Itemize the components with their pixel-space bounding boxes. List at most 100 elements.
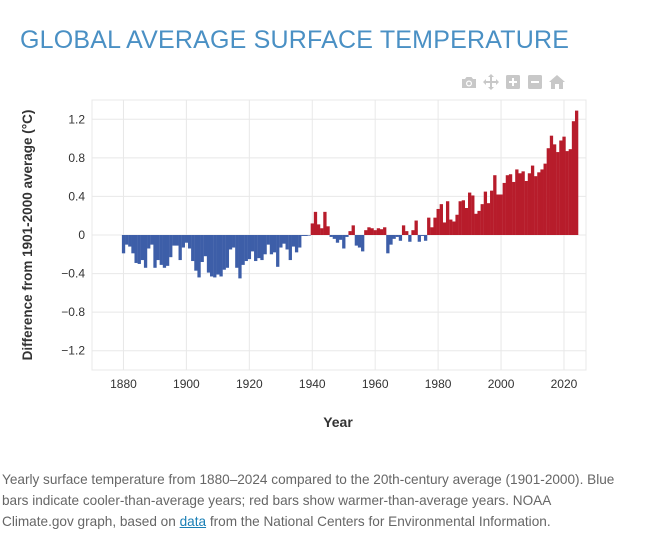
bar-1894[interactable] <box>165 235 170 266</box>
bar-1911[interactable] <box>219 235 223 277</box>
bar-1896[interactable] <box>172 235 176 246</box>
bar-1881[interactable] <box>125 235 129 245</box>
bar-1889[interactable] <box>150 235 154 245</box>
bar-1924[interactable] <box>260 235 264 261</box>
bar-1882[interactable] <box>128 235 132 247</box>
bar-1955[interactable] <box>357 235 362 248</box>
bar-1945[interactable] <box>326 226 330 235</box>
bar-1953[interactable] <box>351 225 355 235</box>
bar-1933[interactable] <box>288 235 292 261</box>
bar-1935[interactable] <box>294 235 299 253</box>
bar-1925[interactable] <box>263 235 267 255</box>
bar-2004[interactable] <box>512 181 516 235</box>
bar-2012[interactable] <box>537 172 541 235</box>
bar-1922[interactable] <box>254 235 258 262</box>
bar-1899[interactable] <box>181 235 185 248</box>
bar-1982[interactable] <box>442 222 447 235</box>
bar-1969[interactable] <box>401 225 406 235</box>
bar-1885[interactable] <box>137 235 141 264</box>
bar-1987[interactable] <box>458 201 462 235</box>
bar-1928[interactable] <box>272 235 277 253</box>
bar-1891[interactable] <box>156 235 160 261</box>
bar-1927[interactable] <box>269 235 274 255</box>
bar-2018[interactable] <box>556 152 560 235</box>
bar-1948[interactable] <box>335 235 340 243</box>
bar-1921[interactable] <box>250 235 255 252</box>
bar-1920[interactable] <box>247 235 252 260</box>
bar-2016[interactable] <box>549 135 554 235</box>
bar-1951[interactable] <box>345 235 349 237</box>
bar-2014[interactable] <box>543 163 547 235</box>
bar-1998[interactable] <box>493 175 497 235</box>
bar-1961[interactable] <box>376 228 381 235</box>
bar-1895[interactable] <box>169 235 173 258</box>
pan-icon[interactable] <box>480 74 502 90</box>
bar-1968[interactable] <box>398 235 403 241</box>
bar-1997[interactable] <box>490 190 494 235</box>
bar-1930[interactable] <box>279 235 283 248</box>
bar-1974[interactable] <box>417 235 421 242</box>
bar-1914[interactable] <box>228 235 233 250</box>
bar-1908[interactable] <box>209 235 214 277</box>
bar-1985[interactable] <box>452 221 456 236</box>
bar-1959[interactable] <box>370 228 374 235</box>
bar-1898[interactable] <box>178 235 182 261</box>
bar-2007[interactable] <box>521 171 525 235</box>
bar-1995[interactable] <box>483 191 488 235</box>
bar-2022[interactable] <box>568 149 572 235</box>
bar-1941[interactable] <box>313 211 318 235</box>
bar-1904[interactable] <box>197 235 201 278</box>
bar-2023[interactable] <box>571 121 576 235</box>
bar-1917[interactable] <box>238 235 242 279</box>
bar-1958[interactable] <box>367 227 371 235</box>
bar-1952[interactable] <box>348 231 352 235</box>
home-icon[interactable] <box>546 74 568 90</box>
bar-1942[interactable] <box>316 224 321 235</box>
bar-1912[interactable] <box>222 235 226 270</box>
bar-1956[interactable] <box>361 235 365 252</box>
bar-1967[interactable] <box>395 235 399 237</box>
bar-1973[interactable] <box>414 220 418 235</box>
bar-1923[interactable] <box>257 235 261 259</box>
bar-1960[interactable] <box>373 230 377 235</box>
bar-1883[interactable] <box>131 235 135 254</box>
bar-1962[interactable] <box>379 229 384 235</box>
bar-1880[interactable] <box>121 235 126 254</box>
bar-1993[interactable] <box>477 210 481 235</box>
bar-1903[interactable] <box>194 235 198 271</box>
bar-1979[interactable] <box>433 217 437 235</box>
bar-1977[interactable] <box>427 217 431 235</box>
bar-1996[interactable] <box>486 203 491 235</box>
bar-1944[interactable] <box>323 211 327 235</box>
data-link[interactable]: data <box>179 514 207 529</box>
bar-2009[interactable] <box>527 173 532 235</box>
bar-1949[interactable] <box>339 235 343 240</box>
bar-1957[interactable] <box>364 230 368 235</box>
bar-1937[interactable] <box>301 235 305 236</box>
bar-1975[interactable] <box>420 235 425 236</box>
bar-1978[interactable] <box>430 227 434 235</box>
bar-1983[interactable] <box>445 201 450 235</box>
bar-1947[interactable] <box>332 235 337 239</box>
bar-1915[interactable] <box>232 235 236 248</box>
bar-1890[interactable] <box>153 235 157 268</box>
camera-icon[interactable] <box>458 74 480 90</box>
bar-2005[interactable] <box>515 169 519 235</box>
bar-1992[interactable] <box>474 213 478 235</box>
bar-1932[interactable] <box>285 235 289 250</box>
bar-2019[interactable] <box>559 140 563 236</box>
bar-1918[interactable] <box>241 235 245 265</box>
bar-1929[interactable] <box>276 235 280 267</box>
bar-2002[interactable] <box>505 175 510 235</box>
bar-1972[interactable] <box>411 230 415 235</box>
bar-1926[interactable] <box>266 235 270 245</box>
bar-1892[interactable] <box>159 235 163 265</box>
bar-1913[interactable] <box>225 235 230 268</box>
bar-1919[interactable] <box>244 235 248 262</box>
bar-2001[interactable] <box>502 182 506 235</box>
bar-1994[interactable] <box>480 204 484 235</box>
bar-2010[interactable] <box>530 165 535 235</box>
bar-2015[interactable] <box>546 148 550 235</box>
bar-1986[interactable] <box>455 214 459 235</box>
bar-1980[interactable] <box>436 208 440 235</box>
